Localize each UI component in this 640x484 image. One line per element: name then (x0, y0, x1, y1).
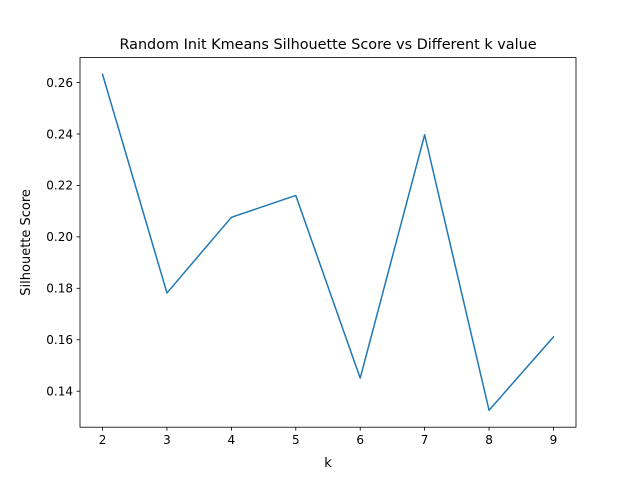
y-tick-label: 0.16 (46, 333, 73, 347)
y-axis-label: Silhouette Score (19, 189, 34, 296)
x-tick-label: 8 (485, 433, 493, 447)
x-axis-ticks: 2 3 4 5 6 7 8 9 (99, 427, 558, 447)
y-tick-label: 0.14 (46, 384, 73, 398)
y-tick-label: 0.18 (46, 282, 73, 296)
y-tick-label: 0.22 (46, 179, 73, 193)
y-tick-label: 0.20 (46, 230, 73, 244)
y-tick-label: 0.24 (46, 127, 73, 141)
x-tick-label: 3 (163, 433, 171, 447)
x-tick-label: 2 (99, 433, 107, 447)
x-tick-label: 4 (228, 433, 236, 447)
x-tick-label: 5 (292, 433, 300, 447)
chart-title: Random Init Kmeans Silhouette Score vs D… (119, 37, 536, 53)
y-axis-ticks: 0.14 0.16 0.18 0.20 0.22 0.24 0.26 (46, 76, 80, 398)
series-line (101, 73, 555, 411)
plot-frame (79, 57, 577, 428)
x-tick-label: 7 (421, 433, 429, 447)
y-tick-label: 0.26 (46, 76, 73, 90)
series-layer (101, 73, 555, 411)
x-tick-label: 6 (356, 433, 364, 447)
x-tick-label: 9 (550, 433, 558, 447)
plot-area (80, 57, 576, 428)
x-axis-label: k (324, 456, 332, 471)
